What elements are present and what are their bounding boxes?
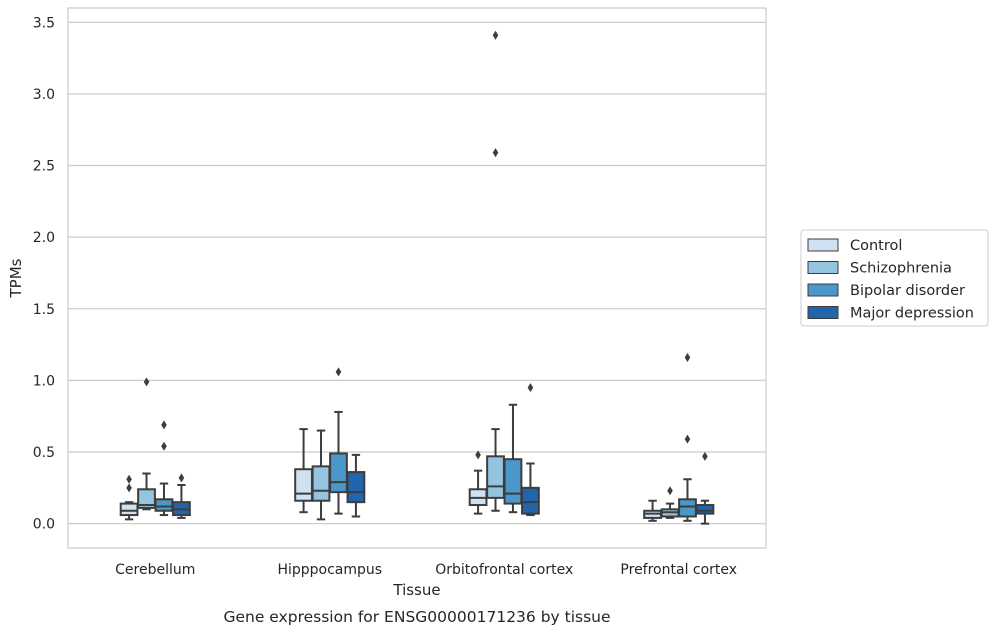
legend-swatch (807, 238, 839, 252)
x-axis-label: Tissue (392, 581, 440, 599)
legend-frame (800, 229, 989, 327)
box (154, 498, 174, 512)
legend-label: Schizophrenia (850, 261, 952, 277)
outlier-point (161, 420, 167, 430)
outlier-point (335, 367, 342, 377)
box (119, 502, 139, 517)
y-tick-label: 3.5 (33, 15, 55, 31)
legend-label: Control (850, 238, 902, 254)
legend-swatch (807, 306, 839, 319)
grid-lines (68, 21, 766, 525)
box-group (311, 429, 331, 521)
y-tick-labels: 0.0 0.5 1.0 1.5 2.0 2.5 3.0 3.5 (33, 15, 55, 532)
legend-label: Major depression (850, 306, 974, 322)
box-group (695, 451, 715, 525)
outlier-point (702, 451, 708, 461)
box-group (346, 453, 366, 518)
box-group (172, 473, 191, 519)
outlier-point (126, 483, 132, 493)
box (695, 504, 715, 515)
box-group (119, 474, 139, 521)
box (678, 498, 697, 518)
box (294, 468, 313, 502)
outlier-point (126, 474, 132, 484)
box-group (154, 420, 174, 517)
outlier-point (475, 450, 481, 460)
outlier-point (492, 30, 499, 40)
box (503, 458, 523, 505)
chart-caption: Gene expression for ENSG00000171236 by t… (223, 608, 610, 626)
outlier-point (684, 352, 691, 362)
y-tick-label: 0.5 (33, 445, 55, 461)
y-tick-label: 1.0 (33, 373, 55, 389)
y-tick-label: 0.0 (33, 517, 55, 533)
box-group (137, 377, 156, 511)
x-tick-label: Cerebellum (115, 562, 195, 578)
outlier-point (178, 473, 185, 483)
y-tick-label: 3.0 (33, 87, 55, 103)
box (329, 452, 348, 494)
outlier-point (143, 377, 150, 387)
x-tick-labels: Cerebellum Hipppocampus Orbitofrontal cort… (115, 562, 737, 578)
box-groups (119, 30, 715, 525)
legend: Control Schizophrenia Bipolar disorder Majo… (800, 229, 989, 327)
box-group (329, 367, 348, 515)
box (346, 471, 366, 504)
y-tick-label: 1.5 (33, 302, 55, 318)
x-tick-label: Hipppocampus (277, 562, 382, 578)
box-group (678, 352, 697, 522)
box-group (503, 403, 523, 514)
x-tick-label: Prefrontal cortex (620, 562, 737, 578)
box-group (521, 383, 540, 517)
plot-frame (67, 7, 767, 549)
legend-swatch (807, 261, 839, 274)
box-group (294, 428, 313, 514)
outlier-point (161, 441, 167, 451)
y-axis-label: TPMs (7, 258, 25, 298)
outlier-point (684, 434, 691, 444)
outlier-point (527, 383, 534, 393)
box (521, 486, 540, 515)
y-tick-label: 2.5 (33, 159, 55, 175)
x-tick-label: Orbitofrontal cortex (435, 562, 573, 578)
outlier-point (492, 148, 499, 158)
legend-swatch (807, 283, 839, 297)
box (486, 455, 505, 499)
y-tick-label: 2.0 (33, 230, 55, 246)
box (311, 465, 331, 502)
legend-label: Bipolar disorder (850, 283, 965, 299)
outlier-point (667, 486, 673, 496)
plot-background (68, 8, 766, 548)
